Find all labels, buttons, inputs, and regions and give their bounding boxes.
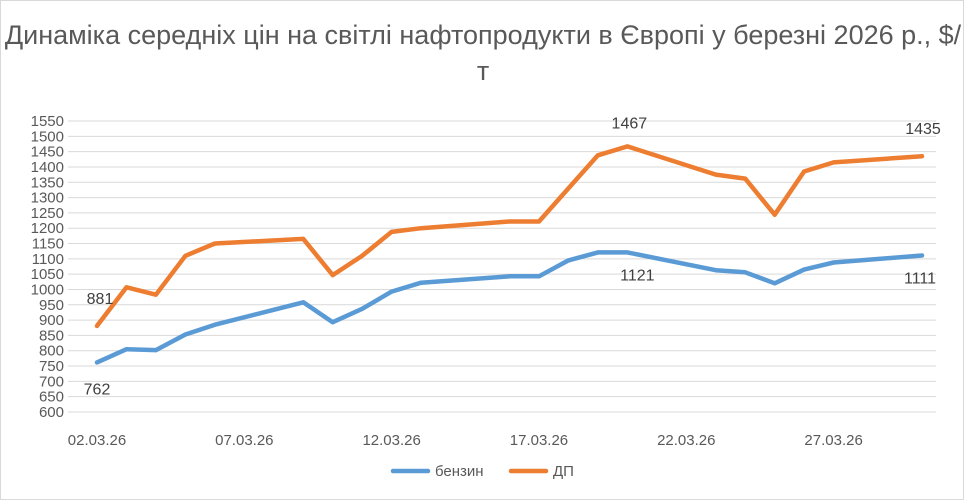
data-point bbox=[536, 219, 541, 224]
data-label: 762 bbox=[84, 381, 111, 398]
x-tick-label: 22.03.26 bbox=[657, 432, 715, 449]
y-tick-label: 700 bbox=[39, 373, 64, 390]
data-point bbox=[301, 300, 306, 305]
data-point bbox=[566, 258, 571, 263]
data-point bbox=[153, 348, 158, 353]
chart-title: Динаміка середніх цін на світлі нафтопро… bbox=[4, 20, 962, 86]
data-point bbox=[389, 229, 394, 234]
data-point bbox=[389, 289, 394, 294]
data-point bbox=[713, 172, 718, 177]
y-tick-label: 800 bbox=[39, 343, 64, 360]
data-point bbox=[212, 241, 217, 246]
y-tick-label: 750 bbox=[39, 358, 64, 375]
series-line-ДП bbox=[94, 144, 925, 329]
legend-label: ДП bbox=[553, 463, 574, 480]
data-point bbox=[330, 320, 335, 325]
data-point bbox=[831, 260, 836, 265]
x-tick-label: 12.03.26 bbox=[362, 432, 420, 449]
x-tick-label: 27.03.26 bbox=[804, 432, 862, 449]
data-point bbox=[625, 250, 630, 255]
data-point bbox=[124, 347, 129, 352]
data-point bbox=[772, 281, 777, 286]
data-label: 881 bbox=[87, 291, 114, 308]
y-tick-label: 650 bbox=[39, 389, 64, 406]
data-point bbox=[772, 212, 777, 217]
y-tick-label: 1500 bbox=[31, 128, 64, 145]
data-point bbox=[713, 268, 718, 273]
data-point bbox=[95, 323, 99, 328]
data-point bbox=[153, 292, 158, 297]
data-label: 1111 bbox=[904, 270, 936, 287]
data-point bbox=[802, 267, 807, 272]
data-point bbox=[595, 250, 600, 255]
y-tick-label: 850 bbox=[39, 327, 64, 344]
y-tick-label: 600 bbox=[39, 404, 64, 421]
data-point bbox=[301, 236, 306, 241]
data-point bbox=[183, 332, 188, 337]
y-tick-label: 1300 bbox=[31, 190, 64, 207]
data-point bbox=[507, 219, 512, 224]
series-line-бензин bbox=[94, 250, 925, 365]
data-point bbox=[536, 274, 541, 279]
data-point bbox=[743, 176, 748, 181]
data-point bbox=[124, 285, 129, 290]
data-label: 1467 bbox=[612, 115, 648, 132]
legend-label: бензин bbox=[435, 463, 484, 480]
data-point bbox=[330, 273, 335, 278]
data-point bbox=[566, 186, 571, 191]
x-tick-label: 02.03.26 bbox=[68, 432, 126, 449]
y-tick-label: 900 bbox=[39, 312, 64, 329]
data-point bbox=[920, 253, 924, 258]
data-point bbox=[212, 322, 217, 327]
data-point bbox=[419, 280, 424, 285]
data-point bbox=[595, 153, 600, 158]
data-point bbox=[831, 160, 836, 165]
data-point bbox=[183, 253, 188, 258]
data-point bbox=[625, 144, 630, 149]
data-label: 1121 bbox=[620, 267, 655, 284]
y-tick-label: 1200 bbox=[31, 220, 64, 237]
y-tick-label: 1350 bbox=[31, 174, 64, 191]
y-tick-label: 1450 bbox=[31, 144, 64, 161]
data-point bbox=[507, 274, 512, 279]
y-tick-label: 1250 bbox=[31, 205, 64, 222]
data-point bbox=[360, 306, 365, 311]
y-tick-label: 1000 bbox=[31, 281, 64, 298]
y-tick-label: 1400 bbox=[31, 159, 64, 176]
y-tick-label: 950 bbox=[39, 297, 64, 314]
data-point bbox=[419, 226, 424, 231]
data-point bbox=[743, 270, 748, 275]
y-tick-label: 1550 bbox=[31, 113, 64, 130]
y-tick-label: 1050 bbox=[31, 266, 64, 283]
y-tick-label: 1150 bbox=[32, 236, 64, 253]
x-tick-label: 17.03.26 bbox=[510, 432, 568, 449]
data-point bbox=[95, 360, 99, 365]
data-point bbox=[360, 253, 365, 258]
data-label: 1435 bbox=[905, 121, 941, 138]
y-tick-label: 1100 bbox=[32, 251, 64, 268]
x-tick-label: 07.03.26 bbox=[215, 432, 273, 449]
data-point bbox=[802, 169, 807, 174]
data-point bbox=[920, 154, 924, 159]
